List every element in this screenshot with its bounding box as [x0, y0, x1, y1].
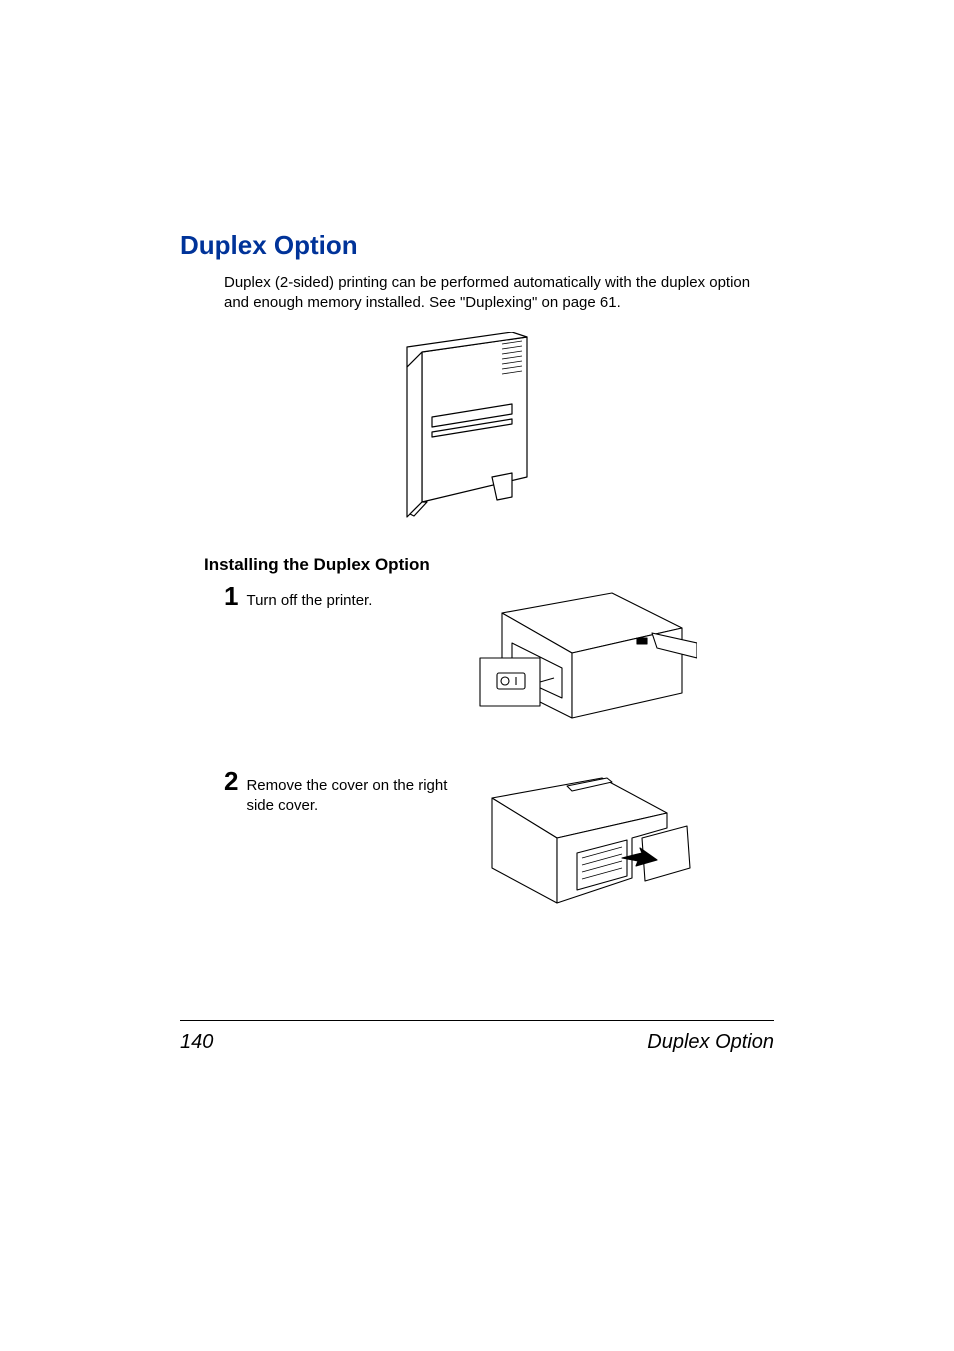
- step-text: Turn off the printer.: [246, 583, 372, 611]
- step-text: Remove the cover on the right side cover…: [246, 768, 464, 817]
- duplex-unit-figure: [180, 332, 774, 527]
- main-heading: Duplex Option: [180, 230, 774, 261]
- page-footer: 140 Duplex Option: [180, 1020, 774, 1054]
- step-number: 2: [224, 768, 238, 794]
- page-number: 140: [180, 1031, 213, 1054]
- step-number: 1: [224, 583, 238, 609]
- sub-heading: Installing the Duplex Option: [204, 555, 774, 575]
- footer-rule: [180, 1020, 774, 1021]
- step-1: 1 Turn off the printer.: [224, 583, 774, 748]
- step-2: 2 Remove the cover on the right side cov…: [224, 768, 774, 933]
- step-2-figure: [472, 768, 697, 933]
- intro-paragraph: Duplex (2-sided) printing can be perform…: [224, 273, 774, 314]
- printer-poweroff-illustration: [472, 583, 697, 743]
- footer-section-title: Duplex Option: [647, 1031, 774, 1054]
- duplex-unit-illustration: [392, 332, 562, 527]
- step-1-figure: [472, 583, 697, 748]
- printer-remove-cover-illustration: [472, 768, 697, 928]
